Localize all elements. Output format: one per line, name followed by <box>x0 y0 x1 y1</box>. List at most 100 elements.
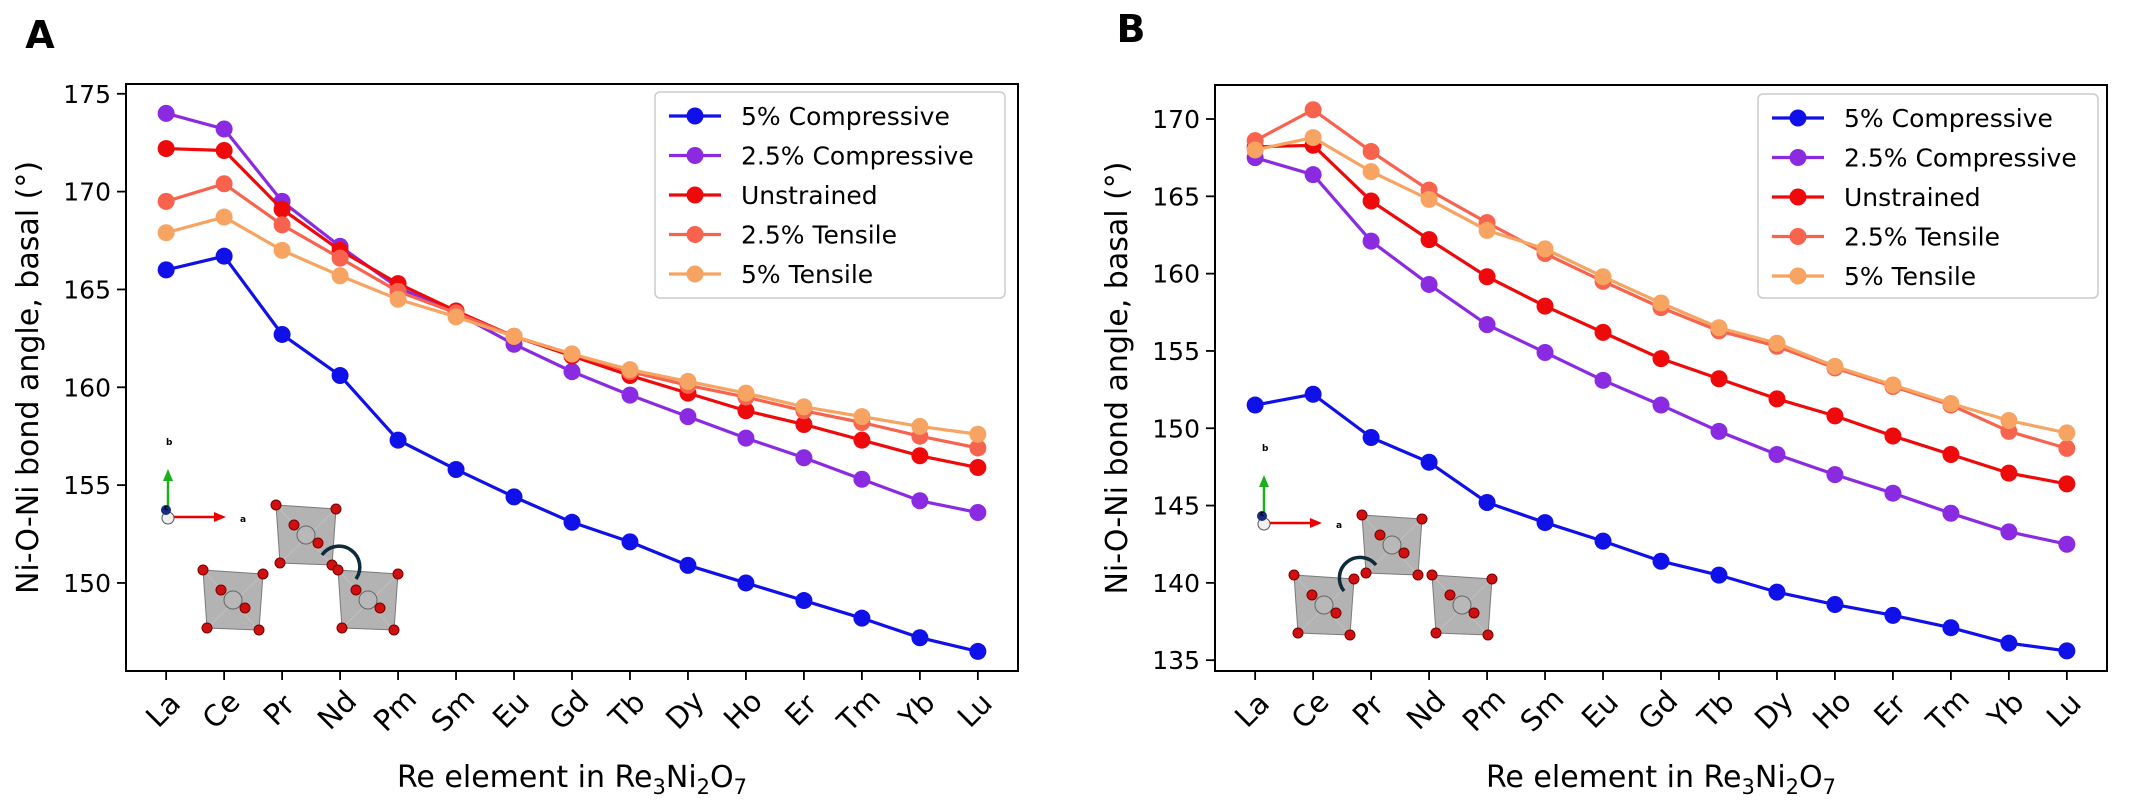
data-point <box>1884 606 1902 624</box>
x-tick-label: Pr <box>1346 688 1391 733</box>
data-point <box>1478 221 1496 239</box>
axis-c-marker <box>1257 511 1267 521</box>
data-point <box>737 402 755 420</box>
data-point <box>1536 343 1554 361</box>
data-point <box>273 241 291 259</box>
data-point <box>1710 422 1728 440</box>
legend-label: 2.5% Tensile <box>741 221 897 250</box>
x-tick-label: Pm <box>1456 682 1512 738</box>
data-point <box>853 431 871 449</box>
oxygen-atom <box>336 622 348 634</box>
data-point <box>969 642 987 660</box>
x-axis-label-part: Ni <box>666 760 697 795</box>
data-point <box>447 308 465 326</box>
data-point <box>1710 370 1728 388</box>
oxygen-atom <box>239 602 251 614</box>
data-point <box>563 513 581 531</box>
oxygen-atom <box>1288 569 1300 581</box>
nickel-atom <box>296 525 316 545</box>
data-point <box>157 104 175 122</box>
legend-swatch-marker <box>686 147 704 164</box>
oxygen-atom <box>1374 529 1386 541</box>
oxygen-atom <box>1444 589 1456 601</box>
y-tick-label: 165 <box>1152 182 1200 211</box>
data-point <box>1478 316 1496 334</box>
data-point <box>1362 142 1380 160</box>
oxygen-atom <box>1430 627 1442 639</box>
data-point <box>1536 297 1554 315</box>
axis-a-arrowhead <box>214 512 226 522</box>
structure-inset: a b c <box>1257 444 1498 641</box>
y-tick-label: 150 <box>1152 414 1200 443</box>
data-point <box>1710 319 1728 337</box>
data-point <box>737 384 755 402</box>
legend-swatch-marker <box>1789 267 1807 285</box>
oxygen-atom <box>392 568 404 580</box>
axis-a-label: a <box>240 515 246 525</box>
data-point <box>911 417 929 435</box>
x-tick-label: Eu <box>1575 685 1625 735</box>
data-point <box>1304 101 1322 119</box>
axis-b-arrowhead <box>1259 475 1269 487</box>
legend: 5% Compressive 2.5% Compressive Unstrained… <box>654 91 1006 299</box>
y-tick-label: 175 <box>63 80 111 109</box>
y-tick-label: 170 <box>1152 105 1200 134</box>
data-point <box>273 325 291 343</box>
chart-panel-a: A 150 155 160 165 170 175 La Ce Pr Nd Pm Sm Eu Gd Tb Dy H… <box>11 13 1019 799</box>
legend-swatch-marker <box>1789 149 1807 166</box>
data-point <box>621 386 639 404</box>
oxygen-atom <box>253 624 265 636</box>
series-5-compressive <box>157 247 987 660</box>
data-point <box>1826 357 1844 375</box>
data-point <box>1768 583 1786 601</box>
axis-a-arrowhead <box>1310 518 1322 528</box>
x-axis-label-part: Re element in Re <box>397 760 653 795</box>
data-point <box>2058 424 2076 442</box>
data-point <box>795 398 813 416</box>
y-tick-label: 155 <box>63 471 111 500</box>
y-tick-label: 135 <box>1152 646 1200 675</box>
axis-c-label: c <box>1260 510 1264 518</box>
x-tick-label: La <box>139 686 187 734</box>
data-point <box>737 429 755 447</box>
data-point <box>1536 240 1554 258</box>
legend-swatch-marker <box>1789 228 1807 245</box>
data-point <box>389 290 407 308</box>
data-point <box>1478 493 1496 511</box>
x-tick-label: Pr <box>257 688 302 733</box>
x-tick-label: Ce <box>1285 684 1336 735</box>
data-point <box>331 267 349 285</box>
data-point <box>2000 634 2018 652</box>
data-point <box>1652 294 1670 312</box>
oxygen-atom <box>330 503 342 515</box>
bond-angle-arc <box>1337 555 1378 593</box>
data-point <box>1362 163 1380 181</box>
data-point <box>969 504 987 522</box>
x-tick-label: Er <box>1867 687 1912 732</box>
data-point <box>1652 396 1670 414</box>
structure-inset: a b c <box>161 438 404 636</box>
x-tick-label: Dy <box>659 684 711 736</box>
legend-label: 2.5% Tensile <box>1844 223 2000 252</box>
data-point <box>1304 166 1322 184</box>
x-axis-label-part: O <box>710 760 734 795</box>
x-tick-label: Pm <box>367 682 423 738</box>
x-tick-label: Tm <box>1919 682 1976 739</box>
data-point <box>795 592 813 610</box>
x-axis-label-subscript: 3 <box>1742 775 1755 799</box>
x-axis-label: Re element in Re3Ni2O7 <box>397 760 747 799</box>
x-axis-label: Re element in Re3Ni2O7 <box>1486 760 1836 799</box>
x-tick-label: Yb <box>891 685 941 735</box>
legend-label: 5% Compressive <box>1844 104 2053 133</box>
data-point <box>505 488 523 506</box>
data-point <box>2058 439 2076 457</box>
legend: 5% Compressive 2.5% Compressive Unstrained… <box>1757 93 2099 299</box>
data-point <box>447 460 465 478</box>
data-point <box>795 415 813 433</box>
nickel-atom <box>223 590 243 610</box>
data-point <box>853 609 871 627</box>
data-point <box>1942 619 1960 637</box>
octahedron <box>1288 569 1360 641</box>
data-point <box>679 408 697 426</box>
x-axis-label-subscript: 7 <box>734 775 747 799</box>
